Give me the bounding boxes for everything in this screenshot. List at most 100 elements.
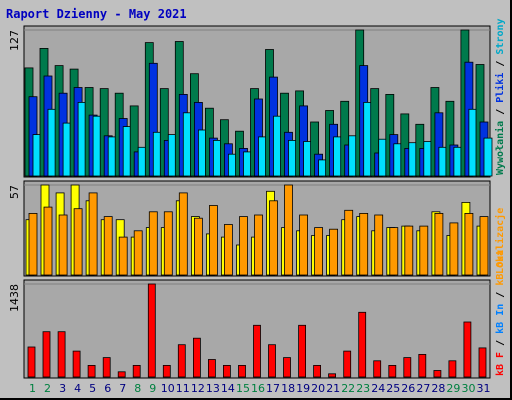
x-tick-label-day-31: 31 — [477, 382, 491, 395]
bar-kb-f-day-7 — [117, 371, 126, 378]
x-tick-label-day-15: 15 — [236, 382, 250, 395]
bar-lokalizacje-day-15 — [239, 216, 248, 276]
bar-lokalizacje-day-21 — [329, 228, 339, 276]
legend-bottom: kB F / kB In / kB Out — [495, 250, 506, 376]
bar-kb-f-day-18 — [283, 357, 291, 378]
bar-lokalizacje-day-13 — [208, 205, 218, 276]
bar-lokalizacje-day-28 — [434, 212, 444, 276]
bar-lokalizacje-day-3 — [58, 214, 68, 276]
bar-kb-f-day-31 — [478, 347, 487, 378]
bar-kb-f-day-4 — [72, 350, 81, 378]
bar-lokalizacje-day-25 — [389, 227, 399, 276]
bar-kb-f-day-25 — [388, 364, 397, 378]
bar-kb-f-day-9 — [147, 283, 156, 378]
bar-kb-f-day-5 — [87, 364, 96, 378]
x-tick-label-day-14: 14 — [221, 382, 235, 395]
bar-kb-f-day-27 — [418, 353, 427, 378]
bar-strony-day-31 — [483, 137, 493, 177]
y-tick-max-2: 57 — [8, 185, 21, 199]
legend-bottom-part-1: / — [495, 334, 506, 352]
bar-kb-f-day-19 — [298, 324, 307, 378]
bar-kb-f-day-26 — [403, 357, 412, 378]
bar-lokalizacje-day-17 — [269, 200, 278, 276]
x-tick-label-day-12: 12 — [191, 382, 205, 395]
legend-top-part-2: Pliki — [494, 73, 506, 103]
bar-kb-f-day-20 — [313, 364, 322, 378]
bar-lokalizacje-day-29 — [449, 222, 459, 276]
legend-top: Wywołania / Pliki / Strony — [494, 18, 506, 175]
bar-kb-f-day-21 — [328, 373, 337, 378]
bar-lokalizacje-day-14 — [223, 224, 233, 276]
y-tick-max-1: 127 — [8, 30, 21, 51]
bar-kb-f-day-13 — [207, 359, 216, 378]
legend-top-part-1: / — [495, 103, 506, 121]
x-tick-label-day-28: 28 — [431, 382, 445, 395]
bar-kb-f-day-28 — [433, 370, 442, 378]
x-tick-label-day-2: 2 — [44, 382, 51, 395]
bar-kb-f-day-29 — [448, 360, 457, 378]
x-tick-label-day-26: 26 — [401, 382, 415, 395]
x-tick-label-day-24: 24 — [371, 382, 385, 395]
x-tick-label-day-25: 25 — [386, 382, 400, 395]
x-tick-label-day-10: 10 — [161, 382, 175, 395]
bar-lokalizacje-day-4 — [73, 208, 83, 276]
bar-lokalizacje-day-19 — [299, 214, 309, 276]
bar-lokalizacje-day-1 — [28, 212, 38, 276]
legend-top-part-4: Strony — [495, 18, 506, 54]
bar-lokalizacje-day-26 — [404, 225, 414, 276]
bar-lokalizacje-day-9 — [148, 211, 158, 276]
legend-bottom-part-4: kB Out — [495, 250, 506, 286]
x-tick-label-day-16: 16 — [251, 382, 265, 395]
x-tick-label-day-18: 18 — [281, 382, 295, 395]
bar-lokalizacje-day-23 — [359, 212, 369, 276]
bar-kb-f-day-6 — [102, 357, 111, 378]
chart-title: Raport Dzienny - May 2021 — [6, 7, 187, 21]
bar-lokalizacje-day-8 — [133, 230, 143, 276]
x-tick-label-day-5: 5 — [89, 382, 96, 395]
bar-kb-f-day-2 — [42, 331, 51, 378]
bar-kb-f-day-14 — [222, 364, 231, 378]
bar-kb-f-day-1 — [27, 346, 36, 378]
x-tick-label-day-4: 4 — [74, 382, 81, 395]
bar-kb-f-day-8 — [132, 364, 141, 378]
bar-lokalizacje-day-10 — [163, 211, 173, 276]
legend-top-part-3: / — [495, 55, 506, 73]
x-tick-label-day-11: 11 — [176, 382, 190, 395]
bar-lokalizacje-day-18 — [284, 184, 293, 276]
x-tick-label-day-29: 29 — [446, 382, 460, 395]
x-tick-label-day-1: 1 — [29, 382, 36, 395]
bar-lokalizacje-day-7 — [118, 236, 128, 276]
x-tick-label-day-13: 13 — [206, 382, 220, 395]
bar-kb-f-day-30 — [463, 321, 472, 378]
x-tick-label-day-27: 27 — [416, 382, 430, 395]
bar-lokalizacje-day-20 — [314, 227, 324, 276]
bar-lokalizacje-day-27 — [419, 225, 429, 276]
bar-kb-f-day-22 — [343, 350, 352, 378]
x-tick-label-day-19: 19 — [296, 382, 310, 395]
legend-middle: Lokalizacje — [494, 208, 506, 274]
bar-kb-f-day-15 — [238, 364, 246, 378]
bar-lokalizacje-day-22 — [344, 209, 354, 276]
bar-kb-f-day-17 — [268, 344, 276, 378]
bar-kb-f-day-10 — [162, 364, 171, 378]
x-tick-label-day-3: 3 — [59, 382, 66, 395]
bar-lokalizacje-day-2 — [43, 206, 53, 276]
bar-lokalizacje-day-11 — [178, 192, 188, 276]
bar-lokalizacje-day-16 — [254, 214, 263, 276]
x-tick-label-day-9: 9 — [149, 382, 156, 395]
x-tick-label-day-20: 20 — [311, 382, 325, 395]
bar-lokalizacje-day-30 — [464, 212, 474, 276]
legend-bottom-part-0: kB F — [495, 352, 506, 376]
bar-kb-f-day-12 — [192, 337, 201, 378]
x-tick-label-day-21: 21 — [326, 382, 340, 395]
bar-kb-f-day-16 — [253, 324, 261, 378]
bar-kb-f-day-23 — [358, 311, 367, 378]
x-tick-label-day-17: 17 — [266, 382, 280, 395]
x-tick-label-day-6: 6 — [104, 382, 111, 395]
bar-lokalizacje-day-31 — [479, 216, 489, 276]
bar-kb-f-day-3 — [57, 331, 66, 378]
x-tick-label-day-23: 23 — [356, 382, 370, 395]
bar-lokalizacje-day-12 — [193, 217, 203, 276]
legend-top-part-0: Wywołania — [494, 121, 506, 175]
